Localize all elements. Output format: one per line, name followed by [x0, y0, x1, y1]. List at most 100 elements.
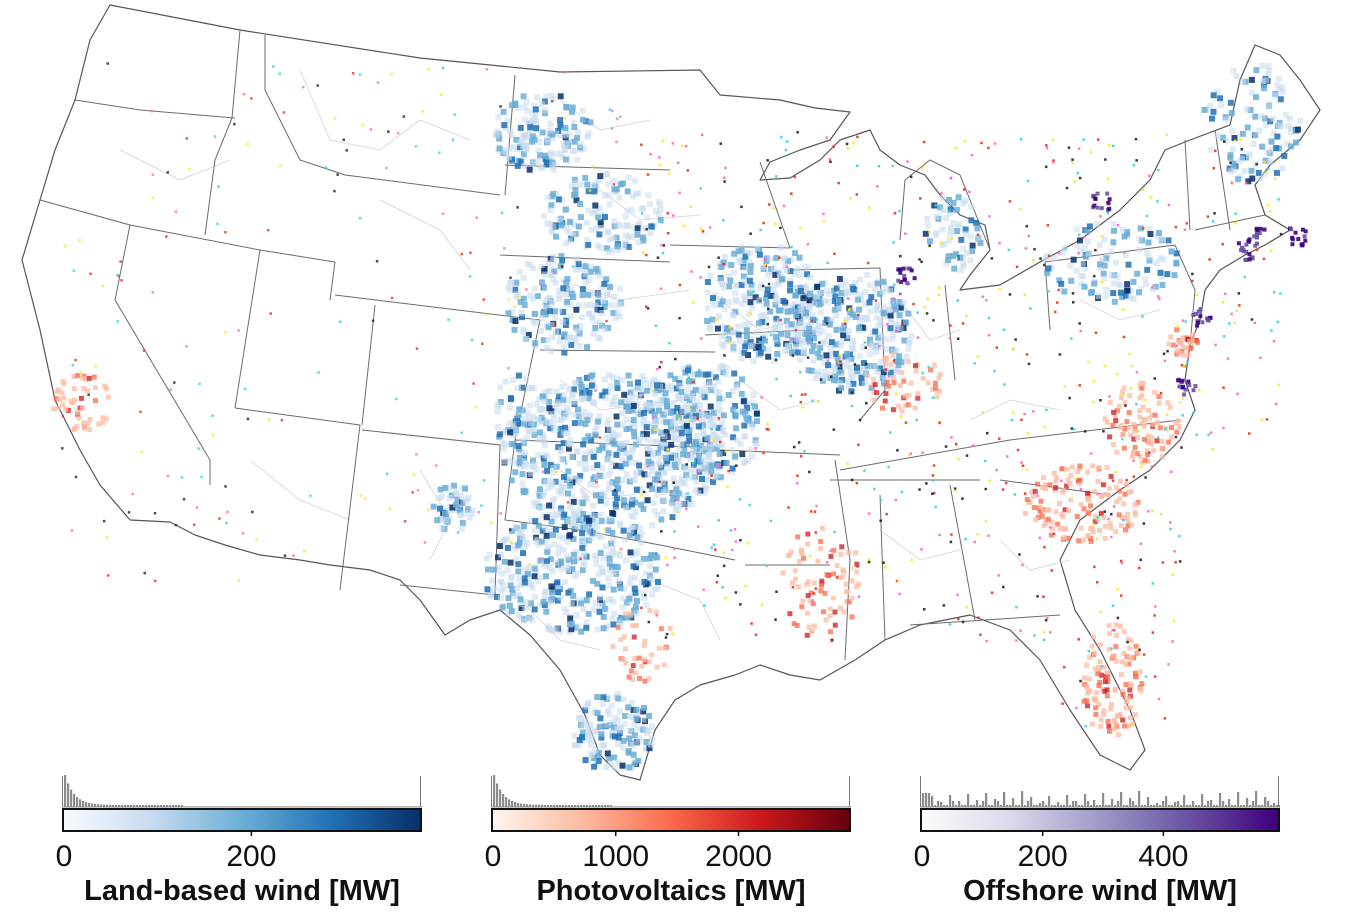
capacity-cell: [1132, 164, 1136, 167]
capacity-cell: [1093, 690, 1099, 696]
capacity-cell: [859, 324, 866, 331]
capacity-cell: [54, 396, 60, 402]
capacity-cell: [947, 224, 954, 231]
capacity-cell: [594, 710, 601, 717]
capacity-cell: [559, 383, 566, 390]
capacity-cell: [1104, 693, 1110, 699]
capacity-cell: [933, 213, 940, 220]
capacity-cell: [345, 149, 348, 152]
capacity-cell: [601, 742, 608, 749]
capacity-cell: [554, 401, 561, 408]
capacity-cell: [516, 592, 523, 599]
capacity-cell: [515, 384, 522, 391]
capacity-cell: [1303, 229, 1308, 234]
capacity-cell: [1114, 485, 1120, 491]
region-boundary: [739, 379, 821, 411]
capacity-cell: [1096, 241, 1103, 248]
capacity-cell: [1191, 313, 1196, 317]
capacity-cell: [619, 441, 626, 448]
capacity-cell: [587, 301, 594, 308]
capacity-cell: [59, 390, 65, 396]
histogram-bar: [688, 806, 691, 807]
histogram-bar: [286, 806, 289, 807]
capacity-cell: [567, 532, 574, 538]
capacity-cell: [871, 389, 877, 395]
histogram-bar: [337, 806, 340, 807]
capacity-cell: [1224, 292, 1227, 296]
capacity-cell: [909, 268, 914, 273]
capacity-cell: [1135, 435, 1140, 440]
capacity-cell: [1114, 273, 1121, 280]
capacity-cell: [842, 286, 849, 293]
capacity-cell: [143, 571, 146, 575]
capacity-cell: [1097, 265, 1104, 272]
capacity-cell: [1049, 519, 1055, 525]
capacity-cell: [536, 505, 543, 512]
capacity-cell: [767, 256, 774, 262]
capacity-cell: [515, 372, 522, 379]
capacity-cell: [734, 591, 738, 594]
capacity-cell: [1106, 492, 1111, 498]
capacity-cell: [621, 634, 627, 640]
capacity-cell: [609, 460, 615, 467]
capacity-cell: [609, 529, 616, 536]
capacity-cell: [730, 341, 737, 347]
capacity-cell: [678, 475, 685, 482]
capacity-cell: [570, 592, 577, 599]
capacity-cell: [551, 308, 558, 315]
capacity-cell: [723, 364, 730, 371]
capacity-cell: [799, 551, 805, 556]
capacity-cell: [563, 317, 570, 324]
capacity-cell: [934, 505, 937, 509]
histogram-bar: [577, 804, 580, 807]
capacity-cell: [1108, 706, 1114, 712]
capacity-cell: [74, 358, 77, 362]
capacity-cell: [658, 626, 664, 632]
capacity-cell: [1266, 103, 1273, 110]
capacity-cell: [697, 525, 700, 528]
capacity-cell: [858, 418, 862, 422]
capacity-cell: [1120, 594, 1123, 597]
capacity-cell: [951, 265, 958, 272]
capacity-cell: [1114, 499, 1120, 505]
capacity-cell: [807, 598, 813, 604]
capacity-cell: [735, 331, 742, 338]
capacity-cell: [540, 393, 547, 400]
capacity-cell: [1198, 307, 1203, 312]
capacity-cell: [515, 612, 522, 619]
capacity-cell: [512, 426, 519, 433]
capacity-cell: [928, 367, 933, 373]
capacity-cell: [1238, 304, 1241, 307]
capacity-cell: [1044, 619, 1048, 622]
capacity-cell: [630, 663, 636, 669]
capacity-cell: [552, 280, 559, 287]
capacity-cell: [817, 350, 820, 353]
capacity-cell: [699, 417, 706, 424]
capacity-cell: [905, 339, 912, 346]
capacity-cell: [1274, 169, 1280, 176]
capacity-cell: [655, 459, 662, 465]
capacity-cell: [462, 485, 469, 492]
histogram-bar: [133, 804, 136, 807]
capacity-cell: [535, 522, 542, 529]
capacity-cell: [582, 174, 589, 181]
capacity-cell: [1125, 695, 1131, 701]
capacity-cell: [701, 230, 705, 233]
capacity-cell: [698, 438, 705, 445]
capacity-cell: [617, 552, 623, 559]
capacity-cell: [1025, 468, 1029, 471]
capacity-cell: [532, 518, 539, 524]
capacity-cell: [730, 327, 734, 330]
capacity-cell: [1188, 345, 1194, 351]
capacity-cell: [614, 717, 621, 724]
capacity-cell: [925, 482, 928, 485]
capacity-cell: [796, 584, 801, 590]
capacity-cell: [664, 434, 671, 441]
capacity-cell: [763, 295, 770, 302]
capacity-cell: [649, 591, 656, 598]
capacity-cell: [421, 110, 425, 113]
capacity-cell: [741, 459, 748, 466]
capacity-cell: [744, 584, 747, 588]
capacity-cell: [1222, 426, 1225, 430]
capacity-cell: [416, 489, 420, 492]
